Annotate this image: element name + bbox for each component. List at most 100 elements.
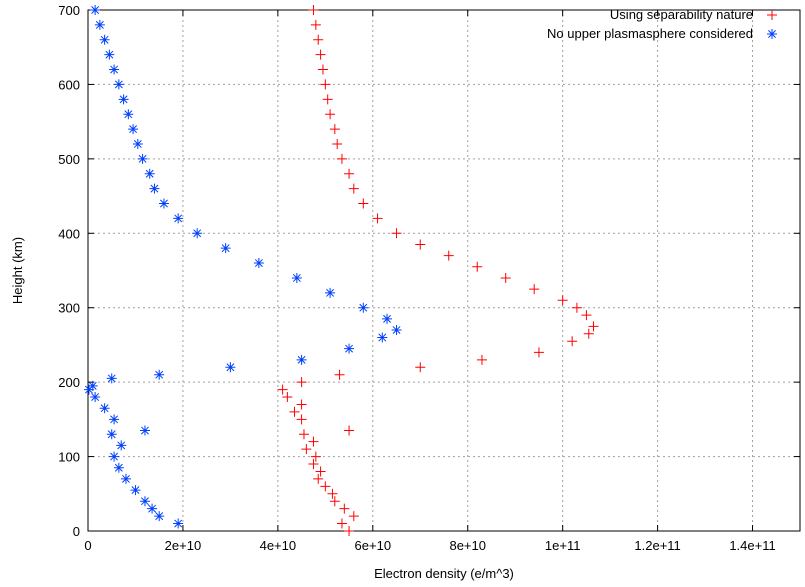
data-point-plus — [310, 451, 321, 462]
data-point-plus — [315, 466, 326, 477]
x-tick-label: 4e+10 — [260, 538, 297, 553]
x-tick-label: 1.4e+11 — [729, 538, 775, 553]
data-point-star — [344, 343, 355, 354]
data-point-star — [220, 243, 231, 254]
data-point-plus — [320, 79, 331, 90]
y-tick-label: 0 — [73, 524, 80, 539]
data-point-plus — [344, 425, 355, 436]
data-point-plus — [329, 496, 340, 507]
data-point-star — [377, 332, 388, 343]
y-tick-label: 500 — [58, 152, 80, 167]
data-point-plus — [334, 369, 345, 380]
data-point-plus — [322, 94, 333, 105]
data-point-plus — [571, 302, 582, 313]
data-point-star — [154, 511, 165, 522]
data-point-star — [83, 384, 94, 395]
data-point-star — [123, 109, 134, 120]
data-point-plus — [315, 49, 326, 60]
x-tick-label: 6e+10 — [355, 538, 392, 553]
data-point-star — [132, 138, 143, 149]
data-point-plus — [588, 321, 599, 332]
y-tick-label: 300 — [58, 301, 80, 316]
y-tick-label: 400 — [58, 226, 80, 241]
y-axis-label: Height (km) — [10, 237, 25, 304]
data-point-plus — [415, 362, 426, 373]
data-point-plus — [348, 183, 359, 194]
data-point-plus — [344, 526, 355, 536]
data-point-plus — [296, 377, 307, 388]
data-point-plus — [443, 250, 454, 261]
data-point-star — [192, 228, 203, 239]
x-tick-label: 0 — [84, 538, 91, 553]
x-axis-ticks: 0 2e+10 4e+10 6e+10 8e+10 1e+11 1.2e+11 1.4e+11 — [84, 10, 776, 553]
data-point-star — [120, 473, 131, 484]
data-point-plus — [310, 19, 321, 30]
data-point-plus — [336, 153, 347, 164]
data-point-plus — [339, 503, 350, 514]
data-point-star — [147, 503, 158, 514]
x-axis-label: Electron density (e/m^3) — [374, 566, 514, 581]
data-point-plus — [289, 406, 300, 417]
data-point-star — [106, 429, 117, 440]
data-point-plus — [296, 414, 307, 425]
data-point-star — [173, 518, 184, 529]
data-point-plus — [358, 198, 369, 209]
data-point-plus — [301, 444, 312, 455]
data-point-star — [99, 403, 110, 414]
data-point-star — [90, 5, 101, 15]
y-tick-label: 600 — [58, 77, 80, 92]
data-point-star — [87, 380, 98, 391]
data-point-plus — [567, 336, 578, 347]
data-point-star — [139, 425, 150, 436]
data-point-star — [118, 94, 129, 105]
series-1 — [277, 5, 599, 536]
x-tick-label: 2e+10 — [165, 538, 202, 553]
data-point-plus — [332, 138, 343, 149]
data-point-plus — [472, 261, 483, 272]
data-point-plus — [476, 354, 487, 365]
data-point-plus — [325, 109, 336, 120]
legend-label: Using separability nature — [610, 7, 753, 22]
data-point-plus — [327, 488, 338, 499]
x-tick-label: 1.2e+11 — [634, 538, 680, 553]
data-point-plus — [308, 5, 319, 15]
data-point-star — [113, 462, 124, 473]
data-point-star — [225, 362, 236, 373]
data-point-star — [116, 440, 127, 451]
data-point-plus — [533, 347, 544, 358]
data-point-star — [113, 79, 124, 90]
data-point-plus — [529, 284, 540, 295]
plot-frame — [87, 9, 801, 532]
data-point-star — [158, 198, 169, 209]
series-2 — [83, 5, 402, 529]
data-point-star — [149, 183, 160, 194]
data-point-plus — [581, 310, 592, 321]
data-point-plus — [313, 473, 324, 484]
data-point-star — [128, 124, 139, 135]
data-point-plus — [372, 213, 383, 224]
data-point-star — [391, 325, 402, 336]
data-point-plus — [583, 328, 594, 339]
data-point-plus — [298, 429, 309, 440]
data-point-star — [291, 272, 302, 283]
legend: Using separability nature No upper plasma… — [547, 7, 777, 41]
y-axis-ticks: 0 100 200 300 400 500 600 700 — [58, 3, 800, 539]
data-point-star — [173, 213, 184, 224]
data-point-star — [382, 313, 393, 324]
x-tick-label: 8e+10 — [449, 538, 486, 553]
data-point-star — [109, 414, 120, 425]
data-point-plus — [557, 295, 568, 306]
data-point-star — [94, 19, 105, 30]
data-point-star — [296, 354, 307, 365]
y-tick-label: 700 — [58, 3, 80, 18]
data-point-star — [104, 49, 115, 60]
data-point-star — [253, 258, 264, 269]
data-point-star — [358, 302, 369, 313]
data-point-star — [109, 451, 120, 462]
data-point-plus — [317, 64, 328, 75]
data-point-star — [106, 373, 117, 384]
data-point-plus — [344, 168, 355, 179]
data-point-plus — [277, 384, 288, 395]
data-point-star — [90, 392, 101, 403]
